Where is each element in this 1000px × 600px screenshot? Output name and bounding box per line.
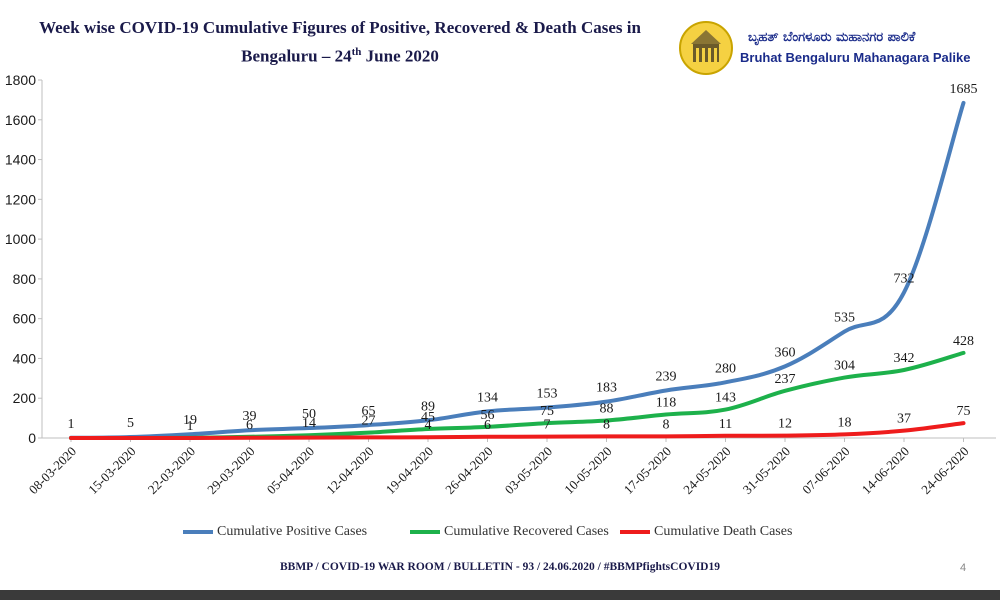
y-tick-label: 800 — [13, 271, 37, 287]
data-label-recovered: 428 — [953, 334, 974, 349]
legend-item-death: Cumulative Death Cases — [620, 524, 792, 540]
data-label-death: 18 — [838, 415, 852, 430]
y-tick-label: 400 — [13, 350, 37, 366]
x-tick-label: 10-05-2020 — [561, 444, 615, 498]
x-tick-label: 26-04-2020 — [442, 444, 496, 498]
chart-title: Week wise COVID-19 Cumulative Figures of… — [0, 16, 680, 69]
data-label-recovered: 237 — [775, 372, 796, 387]
x-tick-label: 31-05-2020 — [740, 444, 794, 498]
x-tick-label: 24-06-2020 — [918, 444, 972, 498]
legend-swatch-death — [620, 530, 650, 534]
y-axis: 0 200 400 600 800 1000 1200 1400 1600 1800 — [5, 72, 43, 446]
data-label-recovered: 88 — [600, 401, 614, 416]
data-label-recovered: 118 — [656, 396, 676, 411]
data-label-death: 7 — [544, 418, 551, 433]
x-tick-label: 08-03-2020 — [26, 444, 80, 498]
legend-swatch-positive — [183, 530, 213, 534]
data-label-positive: 19 — [183, 413, 197, 428]
y-tick-label: 1000 — [5, 231, 36, 247]
x-tick-label: 17-05-2020 — [621, 444, 675, 498]
data-label-recovered: 27 — [362, 414, 376, 429]
data-label-positive: 535 — [834, 311, 855, 326]
logo-text-kannada: ಬೃಹತ್ ಬೆಂಗಳೂರು ಮಹಾನಗರ ಪಾಲಿಕೆ — [748, 30, 916, 45]
y-tick-label: 600 — [13, 311, 37, 327]
x-tick-label: 12-04-2020 — [323, 444, 377, 498]
x-tick-label: 24-05-2020 — [680, 444, 734, 498]
data-label-recovered: 75 — [540, 404, 554, 419]
bbmp-emblem-icon — [679, 21, 733, 75]
data-label-positive: 1 — [68, 417, 75, 432]
x-tick-label: 22-03-2020 — [145, 444, 199, 498]
bottom-bar — [0, 590, 1000, 600]
data-label-death: 11 — [719, 417, 732, 432]
data-label-positive: 280 — [715, 361, 736, 376]
x-tick-label: 07-06-2020 — [799, 444, 853, 498]
data-label-positive: 134 — [477, 390, 498, 405]
data-label-positive: 183 — [596, 381, 617, 396]
legend-item-positive: Cumulative Positive Cases — [183, 524, 367, 540]
data-label-positive: 39 — [243, 409, 257, 424]
legend-item-recovered: Cumulative Recovered Cases — [410, 524, 609, 540]
page-number: 4 — [960, 562, 967, 574]
y-tick-label: 1800 — [5, 72, 36, 88]
data-label-positive: 5 — [127, 416, 134, 431]
data-label-death: 4 — [425, 418, 432, 433]
y-tick-label: 1400 — [5, 152, 36, 168]
title-line-2: Bengaluru – 24th June 2020 — [0, 40, 680, 69]
data-label-recovered: 45 — [421, 410, 435, 425]
data-label-recovered: 342 — [894, 351, 915, 366]
series-lines — [69, 100, 966, 441]
data-label-death: 75 — [957, 404, 971, 419]
legend-swatch-recovered — [410, 530, 440, 534]
line-chart: 0 200 400 600 800 1000 1200 1400 1600 1800 08-03-… — [5, 72, 996, 498]
title-line-2-sup: th — [351, 46, 362, 58]
y-tick-label: 0 — [28, 430, 36, 446]
logo-text-english: Bruhat Bengaluru Mahanagara Palike — [740, 50, 971, 65]
chart-legend: Cumulative Positive Cases Cumulative Reco… — [0, 524, 1000, 544]
data-label-death: 37 — [897, 412, 911, 427]
x-axis: 08-03-2020 15-03-2020 22-03-2020 29-03-2020… — [26, 437, 996, 498]
data-label-positive: 239 — [656, 369, 677, 384]
x-tick-label: 05-04-2020 — [264, 444, 318, 498]
data-label-positive: 360 — [775, 345, 796, 360]
y-tick-label: 200 — [13, 390, 37, 406]
x-tick-label: 03-05-2020 — [502, 444, 556, 498]
data-label-positive: 732 — [894, 271, 915, 286]
data-label-death: 8 — [663, 417, 670, 432]
data-label-positive: 65 — [362, 404, 376, 419]
legend-label-recovered: Cumulative Recovered Cases — [444, 524, 609, 539]
data-label-positive: 50 — [302, 407, 316, 422]
data-label-recovered: 1 — [187, 419, 194, 434]
data-label-death: 12 — [778, 417, 792, 432]
series-line-recovered — [69, 350, 966, 441]
x-tick-label: 19-04-2020 — [383, 444, 437, 498]
legend-label-positive: Cumulative Positive Cases — [217, 524, 368, 539]
series-line-death — [69, 421, 966, 441]
series-line-positive — [69, 100, 966, 440]
data-label-positive: 89 — [421, 399, 435, 414]
data-label-recovered: 304 — [834, 359, 855, 374]
data-label-recovered: 14 — [302, 416, 316, 431]
x-tick-label: 14-06-2020 — [859, 444, 913, 498]
legend-label-death: Cumulative Death Cases — [654, 524, 793, 539]
x-tick-label: 29-03-2020 — [204, 444, 258, 498]
x-tick-label: 15-03-2020 — [85, 444, 139, 498]
title-line-2-prefix: Bengaluru – 24 — [241, 46, 352, 66]
y-tick-label: 1200 — [5, 191, 36, 207]
title-line-1: Week wise COVID-19 Cumulative Figures of… — [39, 18, 641, 37]
y-tick-label: 1600 — [5, 112, 36, 128]
data-label-recovered: 56 — [481, 408, 495, 423]
data-label-recovered: 6 — [246, 418, 253, 433]
data-label-death: 8 — [603, 417, 610, 432]
bbmp-logo: ಬೃಹತ್ ಬೆಂಗಳೂರು ಮಹಾನಗರ ಪಾಲಿಕೆ Bruhat Beng… — [676, 20, 996, 76]
data-label-positive: 153 — [537, 387, 558, 402]
footer-text: BBMP / COVID-19 WAR ROOM / BULLETIN - 93… — [279, 561, 720, 573]
title-line-2-suffix: June 2020 — [361, 46, 439, 66]
data-label-positive: 1685 — [950, 82, 978, 97]
data-label-recovered: 143 — [715, 391, 736, 406]
data-label-death: 6 — [484, 418, 491, 433]
